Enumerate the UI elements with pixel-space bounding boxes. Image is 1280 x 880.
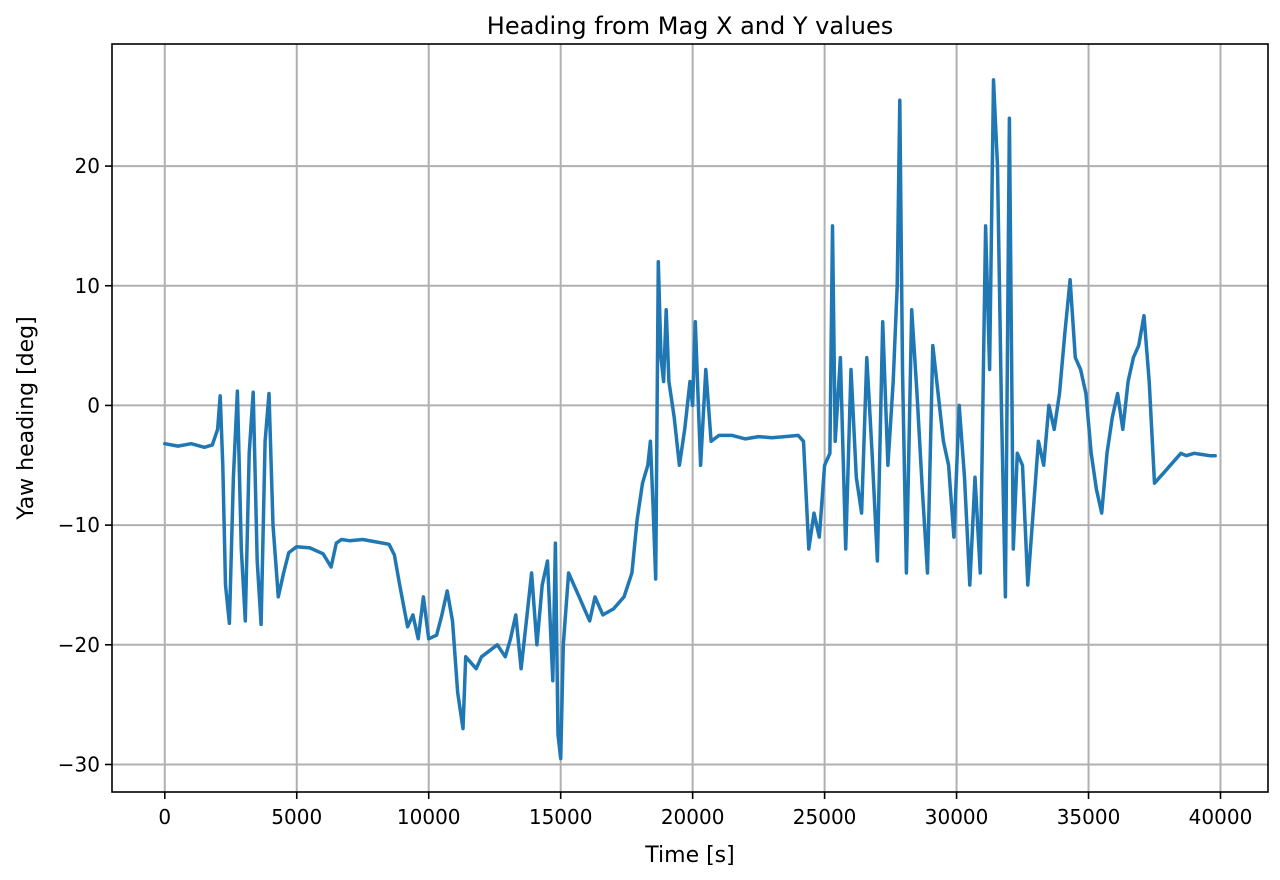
series-layer: [163, 78, 1217, 761]
y-tick-label: 0: [87, 393, 100, 417]
x-tick-label: 10000: [397, 805, 461, 829]
series-line: [163, 78, 1217, 761]
y-tick-label: −10: [58, 513, 100, 537]
y-tick-label: 20: [75, 154, 100, 178]
x-tick-label: 5000: [271, 805, 322, 829]
y-tick-label: −30: [58, 752, 100, 776]
y-tick-label: −20: [58, 633, 100, 657]
chart-title: Heading from Mag X and Y values: [487, 12, 893, 40]
plot-frame: [111, 43, 1269, 793]
x-axis-label: Time [s]: [644, 843, 734, 868]
x-tick-label: 25000: [793, 805, 857, 829]
x-tick-label: 40000: [1189, 805, 1253, 829]
x-tick-label: 20000: [661, 805, 725, 829]
x-tick-label: 0: [158, 805, 171, 829]
grid: [112, 44, 1268, 792]
y-axis-label: Yaw heading [deg]: [14, 316, 39, 520]
x-tick-label: 35000: [1057, 805, 1121, 829]
x-tick-label: 30000: [925, 805, 989, 829]
x-tick-label: 15000: [529, 805, 593, 829]
ticks: 0 5000 10000 15000 20000 25000 30000 35000 40000…: [58, 154, 1253, 829]
y-tick-label: 10: [75, 274, 100, 298]
